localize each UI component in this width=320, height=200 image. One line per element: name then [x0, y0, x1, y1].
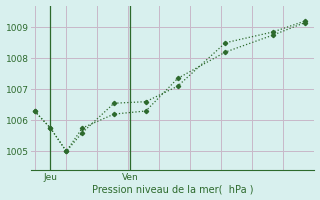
- X-axis label: Pression niveau de la mer(  hPa ): Pression niveau de la mer( hPa ): [92, 184, 254, 194]
